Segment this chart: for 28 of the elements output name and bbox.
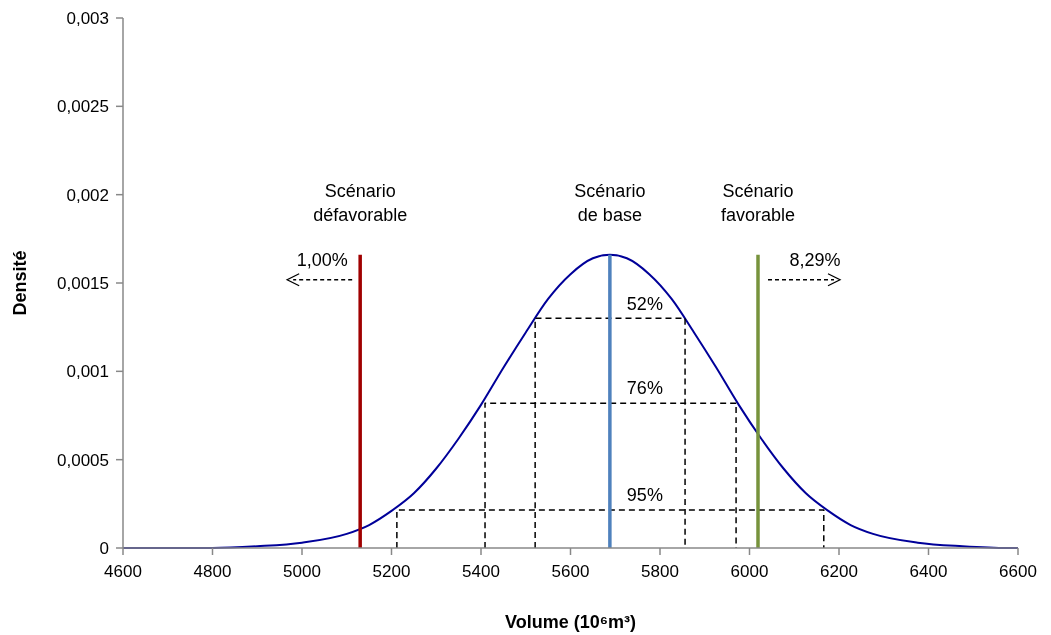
x-tick-label: 6400 xyxy=(909,562,948,581)
x-tick-label: 6000 xyxy=(730,562,769,581)
y-axis-title: Densité xyxy=(10,250,30,316)
x-tick-label: 5400 xyxy=(462,562,500,581)
x-tick-label: 6200 xyxy=(820,562,858,581)
x-tick-label: 5000 xyxy=(283,562,321,581)
y-tick-label: 0,0015 xyxy=(57,273,109,293)
x-tick-label: 6600 xyxy=(999,562,1037,581)
y-tick-label: 0,002 xyxy=(66,185,109,205)
y-tick-label: 0,001 xyxy=(66,362,109,382)
ref-line-label: Scénario favorable xyxy=(720,180,796,225)
x-tick-label: 5800 xyxy=(641,562,679,581)
x-tick-label: 4600 xyxy=(104,562,142,581)
annotation: 76% xyxy=(626,378,663,399)
y-tick-label: 0,0005 xyxy=(57,450,109,470)
y-tick-label: 0 xyxy=(99,538,109,558)
annotation: 1,00% xyxy=(296,250,348,271)
y-tick-label: 0,0025 xyxy=(57,97,109,117)
x-axis-title: Volume (10⁶m³) xyxy=(505,612,636,632)
y-tick-label: 0,003 xyxy=(66,8,109,28)
x-tick-label: 5200 xyxy=(372,562,411,581)
annotation: 52% xyxy=(626,293,663,314)
x-tick-label: 4800 xyxy=(193,562,232,581)
annotation: 95% xyxy=(626,485,663,506)
ref-line-label: Scénario de base xyxy=(574,180,646,225)
x-tick-label: 5600 xyxy=(551,562,590,581)
annotation: 8,29% xyxy=(789,250,841,271)
ref-line-label: Scénario défavorable xyxy=(313,180,408,225)
